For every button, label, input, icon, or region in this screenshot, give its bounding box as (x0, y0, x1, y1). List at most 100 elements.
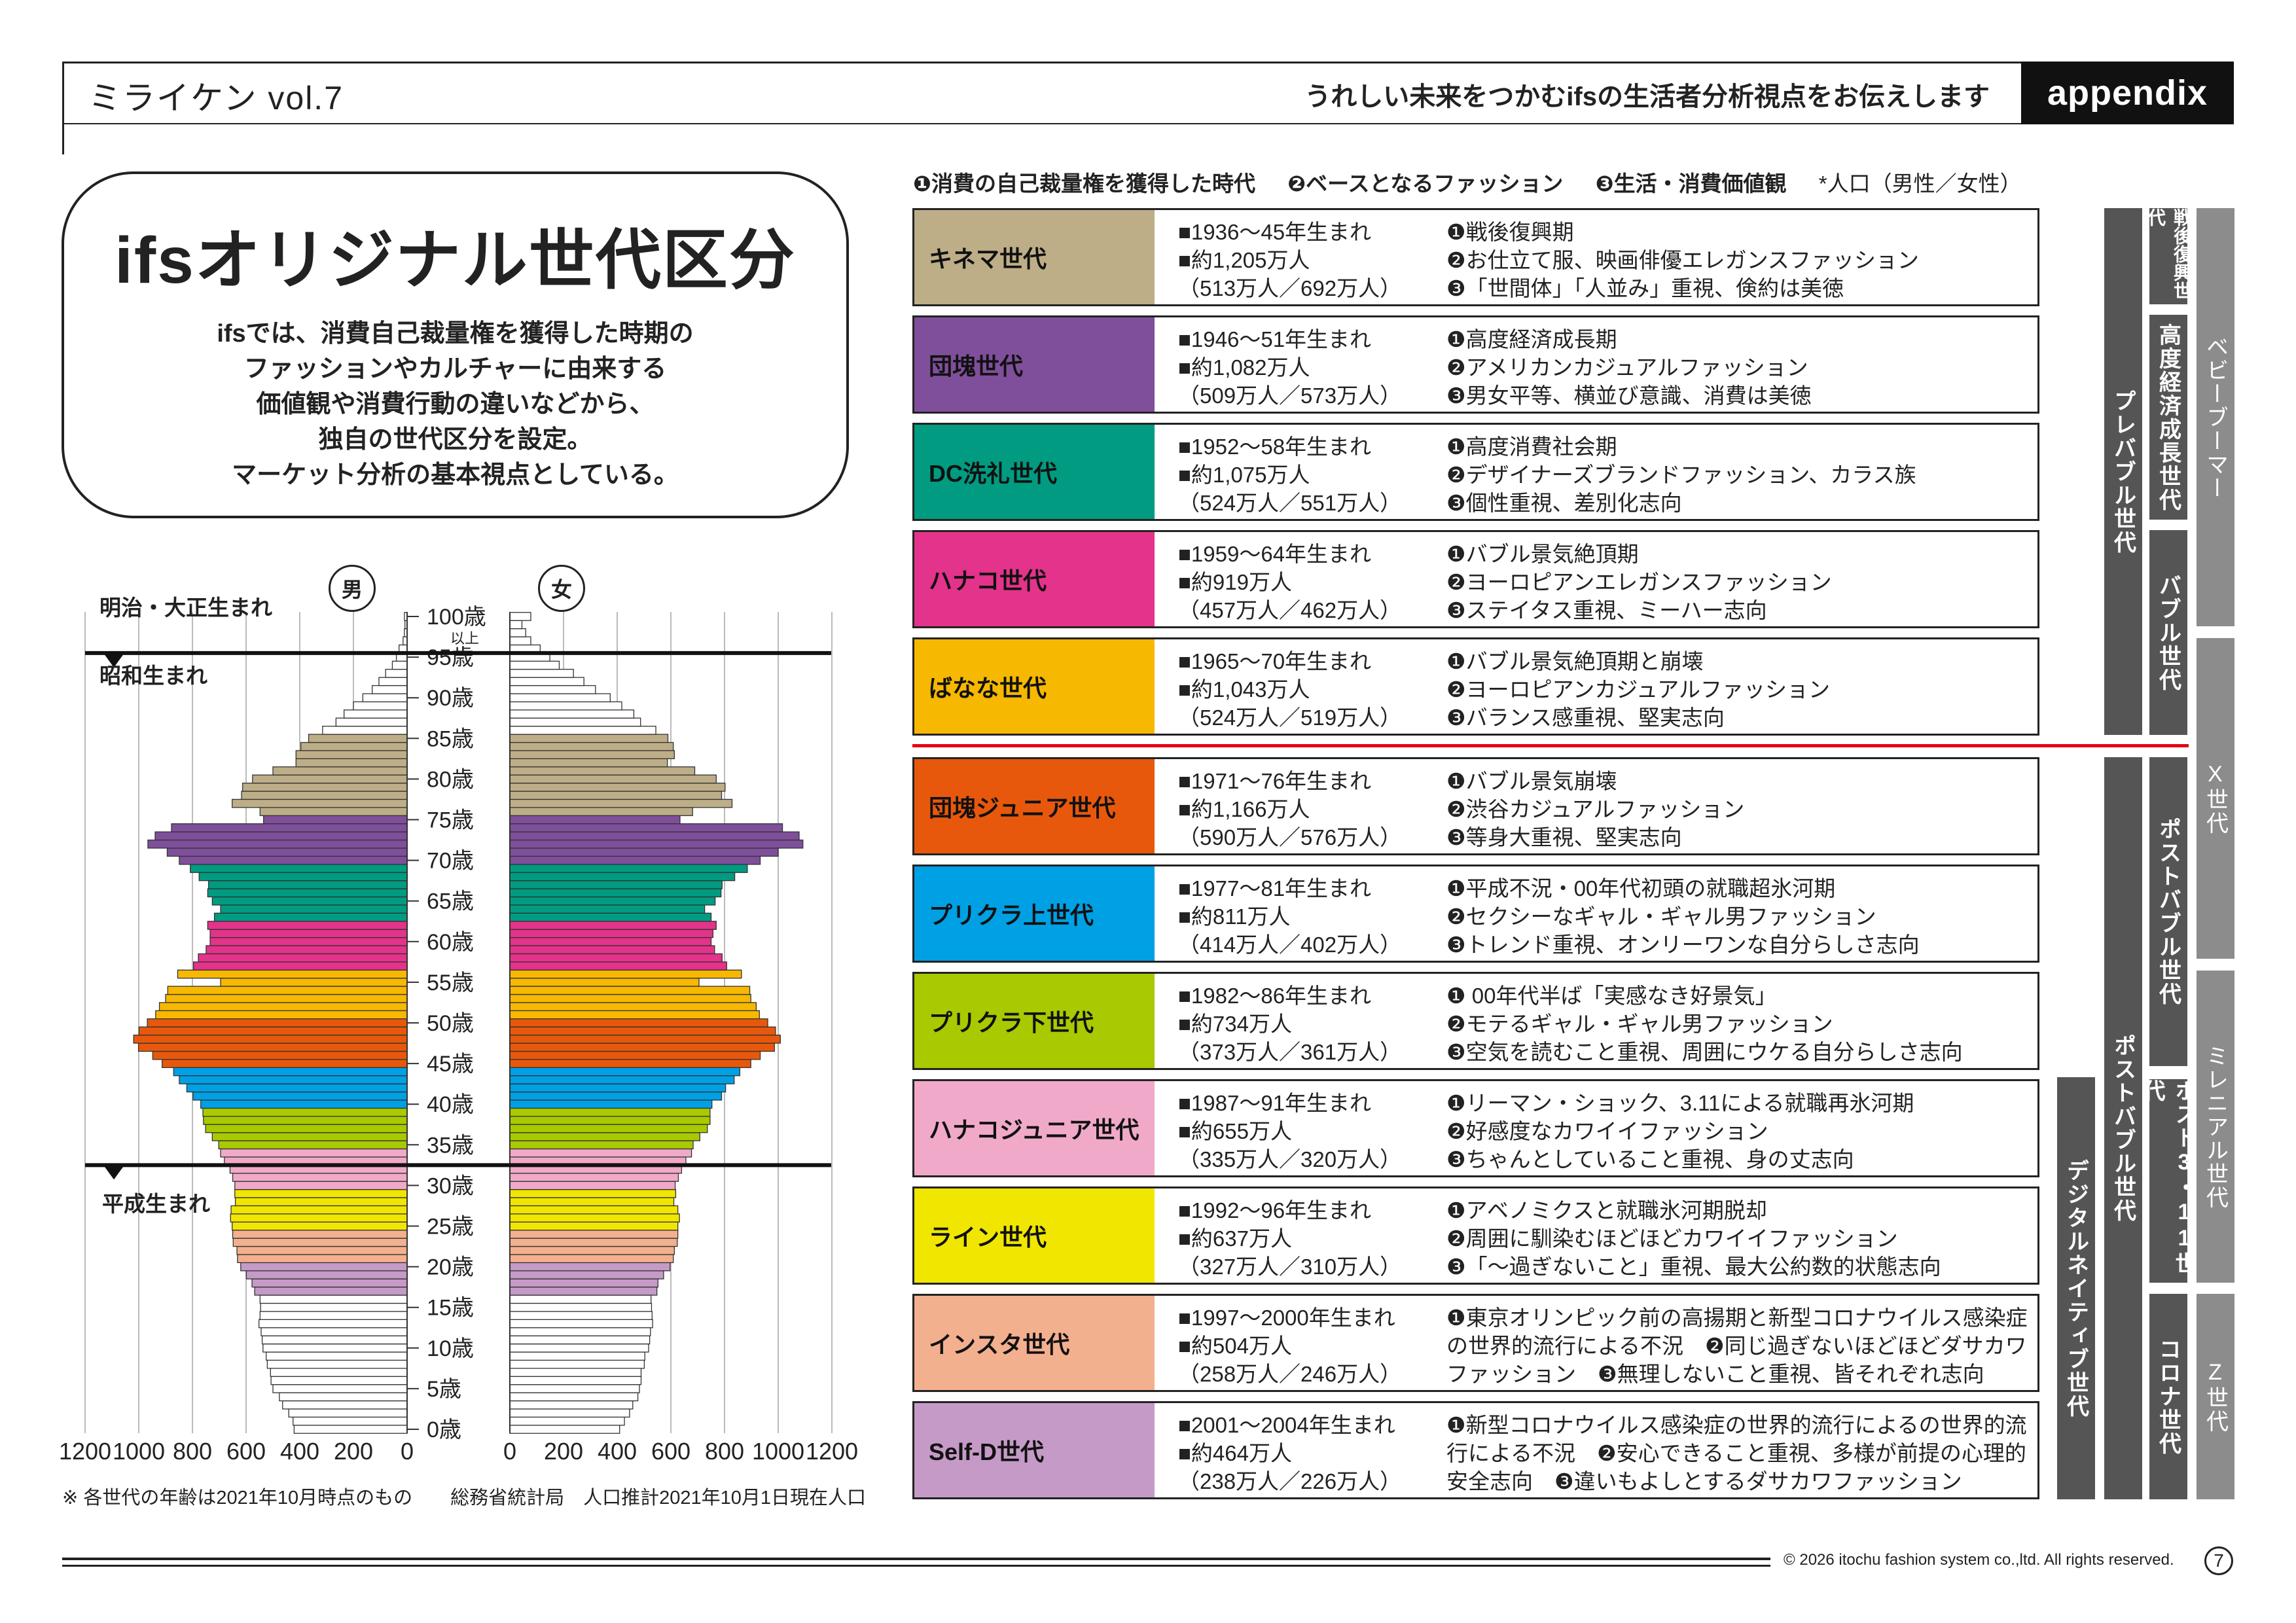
generation-stats: ■1977～81年生まれ ■約811万人 （414万人／402万人） (1178, 874, 1401, 959)
male-bar (192, 961, 408, 971)
female-bar (509, 1392, 639, 1402)
age-tick-label: 5歳 (427, 1377, 461, 1402)
population-total: ■約637万人 (1178, 1226, 1292, 1251)
birth-years: ■1936～45年生まれ (1178, 220, 1372, 244)
trait-1: ❶ 00年代半ば「実感なき好景気」 (1446, 984, 1777, 1008)
generation-stats: ■1982～86年生まれ ■約734万人 （373万人／361万人） (1178, 982, 1401, 1066)
male-bar (391, 660, 408, 670)
female-bar (509, 1188, 677, 1198)
male-bar (192, 1091, 408, 1101)
female-bar (509, 791, 723, 800)
female-bar (509, 1124, 708, 1133)
male-bar (270, 1376, 408, 1385)
female-bar (509, 693, 611, 703)
male-bar (232, 1238, 408, 1247)
trait-1: ❶戦後復興期 (1446, 220, 1574, 244)
female-bar (509, 669, 574, 678)
male-bar (259, 1311, 408, 1320)
age-tick-label: 80歳 (427, 767, 474, 792)
female-bar (509, 929, 714, 938)
female-bar (509, 1408, 630, 1418)
female-bar (509, 978, 700, 987)
female-bar (509, 677, 584, 687)
female-bar (509, 1026, 776, 1036)
male-bar (230, 1213, 408, 1222)
age-tick-label: 25歳 (427, 1215, 474, 1240)
population-pyramid: 0歳 5歳 10歳 15歳 20歳 25歳 30歳 35歳 40歳 45歳 50歳 55歳 60歳 65歳… (59, 605, 858, 1465)
population-total: ■約1,075万人 (1178, 463, 1310, 487)
generation-traits: ❶バブル景気崩壊 ❷渋谷カジュアルファッション ❸等身大重視、堅実志向 (1446, 767, 2036, 851)
generation-name: プリクラ上世代 (914, 866, 1155, 961)
male-bar (138, 1026, 408, 1036)
male-bar (242, 782, 408, 792)
male-bar (232, 1221, 408, 1231)
female-bar (509, 888, 722, 898)
population-total: ■約655万人 (1178, 1119, 1292, 1143)
male-bar (240, 1262, 408, 1272)
male-bar (236, 1245, 408, 1255)
generation-name: ハナコジュニア世代 (914, 1081, 1155, 1175)
male-bar (288, 1408, 408, 1418)
generation-row: DC洗礼世代 ■1952～58年生まれ ■約1,075万人 （524万人／551… (912, 423, 2039, 521)
female-bar (509, 1287, 658, 1296)
intro-line: ifsでは、消費自己裁量権を獲得した時期の (217, 320, 694, 348)
female-x-tick-label: 1200 (806, 1438, 858, 1465)
legend-item: ❶消費の自己裁量権を獲得した時代 (913, 171, 1255, 196)
trait-3: ❸トレンド重視、オンリーワンな自分らしさ志向 (1446, 933, 1920, 957)
generation-row: キネマ世代 ■1936～45年生まれ ■約1,205万人 （513万人／692万… (912, 208, 2039, 306)
trait-2: ❷アメリカンカジュアルファッション (1446, 355, 1808, 380)
population-total: ■約1,205万人 (1178, 248, 1310, 272)
male-bar (209, 929, 408, 938)
female-bar (509, 1083, 726, 1093)
male-x-tick-label: 200 (334, 1438, 373, 1465)
generation-stats: ■1936～45年生まれ ■約1,205万人 （513万人／692万人） (1178, 218, 1401, 302)
male-bar (272, 766, 408, 776)
male-bar (237, 1254, 408, 1264)
male-bar (272, 1384, 408, 1393)
female-bar (509, 1311, 653, 1320)
generation-traits: ❶リーマン・ショック、3.11による就職再氷河期 ❷好感度なカワイイファッション ❸… (1446, 1089, 2036, 1173)
female-bar (509, 1335, 651, 1345)
male-bar (232, 798, 408, 808)
group-digital-native: デジタルネイティブ世代 (2057, 1077, 2095, 1499)
female-bar (509, 1002, 757, 1012)
female-bar (509, 1221, 679, 1231)
generation-traits: ❶高度消費社会期 ❷デザイナーズブランドファッション、カラス族 ❸個性重視、差別化志… (1446, 433, 2036, 517)
age-tick-label: 60歳 (427, 930, 474, 955)
female-bar (509, 1181, 676, 1190)
brand-title: ミライケン vol.7 (88, 80, 344, 116)
male-bar (385, 669, 408, 678)
male-x-tick-label: 400 (280, 1438, 319, 1465)
female-bar (509, 1384, 640, 1393)
female-bar (509, 612, 531, 621)
male-bar (362, 693, 408, 703)
male-bar (220, 978, 408, 987)
generation-traits: ❶東京オリンピック前の高揚期と新型コロナウイルス感染症の世界的流行による不況 ❷… (1446, 1304, 2036, 1388)
trait-3: ❸「世間体」「人並み」重視、倹約は美徳 (1446, 276, 1844, 300)
male-bar (308, 734, 408, 743)
female-bar (509, 1010, 760, 1020)
section-badge: appendix (2021, 62, 2234, 124)
traits: ❶新型コロナウイルス感染症の世界的流行によるの世界的流行による不況 ❷安心できる… (1446, 1413, 2027, 1493)
table-legend: ❶消費の自己裁量権を獲得した時代 ❷ベースとなるファッション ❸生活・消費価値観… (913, 166, 2048, 198)
generation-traits: ❶戦後復興期 ❷お仕立て服、映画俳優エレガンスファッション ❸「世間体」「人並み」重… (1446, 218, 2036, 302)
generation-stats: ■1965～70年生まれ ■約1,043万人 （524万人／519万人） (1178, 647, 1401, 732)
intro-line: ファッションやカルチャーに由来する (243, 355, 667, 383)
female-bar (509, 660, 560, 670)
group-millennial: ミレニアル世代 (2197, 971, 2234, 1283)
birth-years: ■1977～81年生まれ (1178, 876, 1372, 901)
generation-stats: ■2001～2004年生まれ ■約464万人 （238万人／226万人） (1178, 1411, 1401, 1495)
trait-1: ❶アベノミクスと就職氷河期脱却 (1446, 1198, 1767, 1222)
birth-years: ■1992～96年生まれ (1178, 1198, 1372, 1222)
female-x-tick-label: 0 (503, 1438, 516, 1465)
trait-1: ❶高度消費社会期 (1446, 435, 1617, 459)
female-bar (509, 904, 706, 914)
generation-row: 団塊ジュニア世代 ■1971～76年生まれ ■約1,166万人 （590万人／5… (912, 757, 2039, 855)
male-bar (154, 831, 408, 841)
population-split: （414万人／402万人） (1178, 933, 1402, 957)
male-bar (259, 807, 408, 816)
generation-row: インスタ世代 ■1997～2000年生まれ ■約504万人 （258万人／246… (912, 1294, 2039, 1392)
male-bar (266, 1359, 408, 1369)
header-rule (62, 123, 2022, 124)
population-total: ■約811万人 (1178, 904, 1291, 929)
